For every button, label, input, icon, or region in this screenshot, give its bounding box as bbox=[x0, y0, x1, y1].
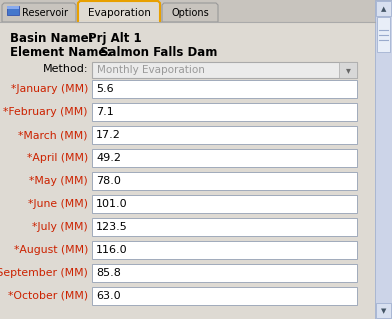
FancyBboxPatch shape bbox=[92, 149, 357, 167]
FancyBboxPatch shape bbox=[92, 264, 357, 282]
Text: Monthly Evaporation: Monthly Evaporation bbox=[97, 65, 205, 75]
FancyBboxPatch shape bbox=[376, 303, 391, 318]
FancyBboxPatch shape bbox=[92, 62, 357, 78]
Text: *January (MM): *January (MM) bbox=[11, 84, 88, 94]
FancyBboxPatch shape bbox=[92, 103, 357, 121]
Text: 116.0: 116.0 bbox=[96, 245, 128, 255]
Text: Evaporation: Evaporation bbox=[87, 8, 151, 18]
Text: *April (MM): *April (MM) bbox=[27, 153, 88, 163]
Text: 85.8: 85.8 bbox=[96, 268, 121, 278]
FancyBboxPatch shape bbox=[92, 241, 357, 259]
Text: *August (MM): *August (MM) bbox=[14, 245, 88, 255]
FancyBboxPatch shape bbox=[92, 195, 357, 213]
FancyBboxPatch shape bbox=[339, 62, 357, 78]
Text: *May (MM): *May (MM) bbox=[29, 176, 88, 186]
Text: Options: Options bbox=[171, 9, 209, 19]
Text: ▾: ▾ bbox=[346, 65, 350, 75]
FancyBboxPatch shape bbox=[92, 172, 357, 190]
Text: 78.0: 78.0 bbox=[96, 176, 121, 186]
Text: *July (MM): *July (MM) bbox=[32, 222, 88, 232]
Text: Reservoir: Reservoir bbox=[22, 9, 68, 19]
FancyBboxPatch shape bbox=[375, 0, 392, 319]
FancyBboxPatch shape bbox=[376, 1, 391, 16]
FancyBboxPatch shape bbox=[92, 80, 357, 98]
Polygon shape bbox=[78, 1, 160, 22]
FancyBboxPatch shape bbox=[7, 6, 19, 9]
FancyBboxPatch shape bbox=[377, 17, 390, 52]
Polygon shape bbox=[2, 3, 76, 22]
Text: *March (MM): *March (MM) bbox=[18, 130, 88, 140]
Text: Salmon Falls Dam: Salmon Falls Dam bbox=[100, 46, 218, 59]
Text: ▼: ▼ bbox=[381, 308, 386, 314]
Text: 17.2: 17.2 bbox=[96, 130, 121, 140]
FancyBboxPatch shape bbox=[92, 218, 357, 236]
Text: 5.6: 5.6 bbox=[96, 84, 114, 94]
Text: 63.0: 63.0 bbox=[96, 291, 121, 301]
Text: *September (MM): *September (MM) bbox=[0, 268, 88, 278]
Text: *October (MM): *October (MM) bbox=[8, 291, 88, 301]
Text: 7.1: 7.1 bbox=[96, 107, 114, 117]
Text: Prj Alt 1: Prj Alt 1 bbox=[88, 32, 142, 45]
Text: *June (MM): *June (MM) bbox=[28, 199, 88, 209]
Text: 49.2: 49.2 bbox=[96, 153, 121, 163]
FancyBboxPatch shape bbox=[0, 0, 392, 22]
Text: Element Name:: Element Name: bbox=[10, 46, 111, 59]
Text: ▲: ▲ bbox=[381, 6, 386, 12]
Polygon shape bbox=[162, 3, 218, 22]
FancyBboxPatch shape bbox=[7, 6, 19, 15]
Text: *February (MM): *February (MM) bbox=[4, 107, 88, 117]
FancyBboxPatch shape bbox=[92, 287, 357, 305]
FancyBboxPatch shape bbox=[92, 126, 357, 144]
Text: 123.5: 123.5 bbox=[96, 222, 128, 232]
FancyBboxPatch shape bbox=[0, 22, 375, 319]
Text: 101.0: 101.0 bbox=[96, 199, 128, 209]
Text: Basin Name:: Basin Name: bbox=[10, 32, 94, 45]
FancyBboxPatch shape bbox=[79, 21, 159, 24]
Text: Method:: Method: bbox=[42, 64, 88, 74]
